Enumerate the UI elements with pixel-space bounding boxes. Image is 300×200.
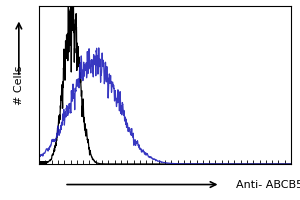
Text: Anti- ABCB5: Anti- ABCB5 [236,180,300,190]
Text: # Cells: # Cells [14,65,24,105]
